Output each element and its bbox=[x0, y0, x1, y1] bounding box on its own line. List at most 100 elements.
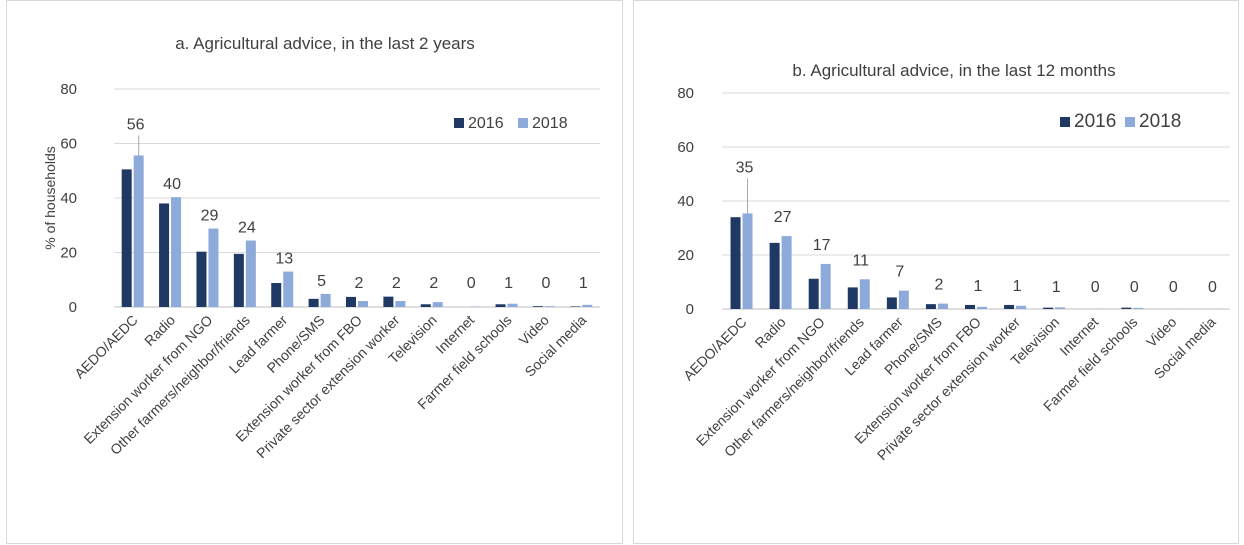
bar-2018 bbox=[938, 304, 948, 309]
y-tick-label: 20 bbox=[60, 245, 77, 262]
bar-2016 bbox=[159, 203, 169, 307]
chart-title: a. Agricultural advice, in the last 2 ye… bbox=[175, 34, 475, 53]
bar-2016 bbox=[731, 217, 741, 309]
y-axis-label: % of households bbox=[42, 146, 58, 250]
data-label: 24 bbox=[238, 220, 256, 237]
bar-2018 bbox=[508, 304, 518, 307]
bar-2016 bbox=[848, 287, 858, 309]
bar-2016 bbox=[926, 304, 936, 309]
data-label: 1 bbox=[974, 278, 983, 295]
legend-swatch-2016 bbox=[1060, 117, 1070, 127]
x-tick-label: Radio bbox=[752, 314, 789, 351]
chart-title: b. Agricultural advice, in the last 12 m… bbox=[792, 61, 1115, 80]
chart-panel-a: a. Agricultural advice, in the last 2 ye… bbox=[6, 0, 623, 544]
bar-2016 bbox=[421, 304, 431, 307]
bar-2016 bbox=[309, 299, 319, 307]
data-label: 5 bbox=[317, 273, 326, 290]
data-label: 2 bbox=[355, 275, 364, 292]
data-label: 2 bbox=[934, 277, 943, 294]
bar-2016 bbox=[496, 304, 506, 307]
bar-2018 bbox=[545, 306, 555, 307]
bar-2016 bbox=[1043, 308, 1053, 309]
bar-2016 bbox=[271, 283, 281, 307]
y-tick-label: 60 bbox=[677, 139, 694, 156]
data-label: 35 bbox=[736, 159, 754, 176]
data-label: 1 bbox=[504, 275, 513, 292]
data-label: 27 bbox=[774, 209, 792, 226]
data-label: 17 bbox=[813, 237, 831, 254]
data-label: 29 bbox=[201, 208, 219, 225]
bar-2016 bbox=[965, 305, 975, 309]
bar-2018 bbox=[743, 213, 753, 309]
data-label: 7 bbox=[895, 264, 904, 281]
bar-2018 bbox=[208, 229, 218, 307]
data-label: 40 bbox=[163, 176, 181, 193]
legend-label-2018: 2018 bbox=[532, 115, 568, 132]
bar-2018 bbox=[782, 236, 792, 309]
y-tick-label: 80 bbox=[677, 85, 694, 102]
bar-2016 bbox=[1121, 308, 1131, 309]
bar-2016 bbox=[196, 252, 206, 307]
data-label: 0 bbox=[1208, 279, 1217, 296]
bar-2016 bbox=[809, 279, 819, 309]
legend-label-2016: 2016 bbox=[1074, 111, 1116, 132]
data-label: 0 bbox=[1130, 279, 1139, 296]
data-label: 11 bbox=[852, 252, 869, 269]
bar-2016 bbox=[234, 254, 244, 307]
data-label: 0 bbox=[467, 275, 476, 292]
legend-swatch-2018 bbox=[1125, 117, 1135, 127]
bar-2016 bbox=[346, 297, 356, 307]
data-label: 1 bbox=[1052, 279, 1061, 296]
x-tick-label: AEDO/AEDC bbox=[71, 312, 141, 382]
y-tick-label: 0 bbox=[69, 299, 77, 316]
y-tick-label: 40 bbox=[677, 193, 694, 210]
bar-2018 bbox=[470, 306, 480, 307]
x-tick-label: Private sector extension worker bbox=[874, 314, 1024, 464]
bar-2016 bbox=[122, 169, 132, 307]
data-label: 2 bbox=[429, 275, 438, 292]
legend-swatch-2018 bbox=[518, 118, 528, 128]
data-label: 2 bbox=[392, 275, 401, 292]
y-tick-label: 20 bbox=[677, 247, 694, 264]
x-tick-label: Video bbox=[1143, 314, 1180, 351]
bar-2016 bbox=[570, 306, 580, 307]
chart-panel-b: b. Agricultural advice, in the last 12 m… bbox=[633, 0, 1239, 544]
bar-2018 bbox=[246, 241, 256, 307]
bar-2018 bbox=[582, 305, 592, 307]
bar-2018 bbox=[433, 302, 443, 307]
data-label: 0 bbox=[1169, 279, 1178, 296]
bar-2018 bbox=[358, 301, 368, 307]
bar-2018 bbox=[395, 301, 405, 307]
bar-2018 bbox=[171, 197, 181, 307]
bar-2018 bbox=[860, 279, 870, 309]
bar-2018 bbox=[899, 291, 909, 309]
legend-label-2018: 2018 bbox=[1139, 111, 1181, 132]
data-label: 0 bbox=[541, 275, 550, 292]
data-label: 13 bbox=[275, 251, 293, 268]
y-tick-label: 60 bbox=[60, 136, 77, 153]
bar-2018 bbox=[1016, 306, 1026, 309]
bar-2018 bbox=[283, 272, 293, 307]
chart-a-svg: a. Agricultural advice, in the last 2 ye… bbox=[7, 1, 624, 545]
legend-swatch-2016 bbox=[454, 118, 464, 128]
bar-2018 bbox=[134, 155, 144, 307]
data-label: 1 bbox=[1013, 278, 1022, 295]
bar-2016 bbox=[1004, 305, 1014, 309]
bar-2018 bbox=[1055, 307, 1065, 309]
x-tick-label: AEDO/AEDC bbox=[680, 314, 750, 384]
bar-2016 bbox=[887, 297, 897, 309]
data-label: 56 bbox=[127, 116, 145, 133]
data-label: 1 bbox=[579, 275, 588, 292]
y-tick-label: 0 bbox=[686, 301, 694, 318]
y-tick-label: 80 bbox=[60, 81, 77, 98]
bar-2016 bbox=[383, 297, 393, 307]
y-tick-label: 40 bbox=[60, 190, 77, 207]
bar-2018 bbox=[977, 307, 987, 309]
chart-b-svg: b. Agricultural advice, in the last 12 m… bbox=[634, 1, 1240, 545]
data-label: 0 bbox=[1091, 279, 1100, 296]
bar-2016 bbox=[770, 243, 780, 309]
bar-2016 bbox=[533, 306, 543, 307]
bar-2018 bbox=[821, 264, 831, 309]
bar-2018 bbox=[1133, 308, 1143, 309]
legend-label-2016: 2016 bbox=[468, 115, 504, 132]
